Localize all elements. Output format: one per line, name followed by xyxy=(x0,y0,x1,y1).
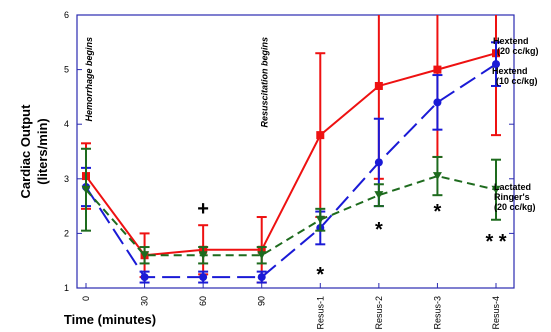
data-point-circle xyxy=(140,273,149,282)
data-point-square xyxy=(374,81,383,90)
data-point-triangle xyxy=(257,251,267,260)
data-point-circle xyxy=(492,60,500,69)
series-label: Lactated Ringer's (20 cc/kg) xyxy=(494,182,536,212)
phase-annotation: Resuscitation begins xyxy=(260,37,270,128)
data-point-triangle xyxy=(491,185,501,194)
y-tick-label: 3 xyxy=(64,174,69,184)
significance-markers: + * * * * * xyxy=(197,198,506,286)
data-point-triangle xyxy=(140,251,150,260)
series-layer xyxy=(81,15,501,284)
data-point-triangle xyxy=(315,215,325,224)
data-point-square xyxy=(433,65,442,74)
series-group xyxy=(81,147,501,265)
data-point-square xyxy=(316,131,325,140)
y-axis-title-line: (liters/min) xyxy=(35,118,50,184)
series-line xyxy=(85,63,497,279)
significance-marker: * * xyxy=(485,231,506,253)
data-point-triangle xyxy=(198,251,208,260)
significance-marker: + xyxy=(197,198,209,220)
y-tick-label: 1 xyxy=(64,283,69,293)
significance-marker: * xyxy=(316,264,324,286)
series-label-line: Hextend xyxy=(492,66,528,76)
y-axis-title: Cardiac Output (liters/min) xyxy=(18,104,50,199)
x-tick-label: Resus-4 xyxy=(491,296,501,330)
y-tick-label: 5 xyxy=(64,65,69,75)
series-label-line: Hextend xyxy=(493,36,529,46)
data-point-triangle xyxy=(81,185,91,194)
series-label-line: (20 cc/kg) xyxy=(497,46,539,56)
x-tick-label: Resus-1 xyxy=(315,296,325,330)
x-tick-label: Resus-3 xyxy=(432,296,442,330)
data-point-triangle xyxy=(432,172,442,181)
plot-frame xyxy=(76,14,515,289)
series-line xyxy=(85,175,497,257)
x-tick-label: 0 xyxy=(81,296,91,301)
significance-marker: * xyxy=(375,219,383,241)
x-axis-title: Time (minutes) xyxy=(64,312,156,327)
series-group xyxy=(81,15,501,284)
data-point-circle xyxy=(433,98,442,107)
series-labels: Hextend (20 cc/kg)Hextend (10 cc/kg)Lactat… xyxy=(492,36,539,212)
y-tick-label: 6 xyxy=(64,10,69,20)
x-tick-label: 60 xyxy=(198,296,208,306)
data-point-triangle xyxy=(374,191,384,200)
phase-annotations: Hemorrhage begins Resuscitation begins xyxy=(84,37,270,128)
y-tick-label: 4 xyxy=(64,119,69,129)
series-label: Hextend (10 cc/kg) xyxy=(492,66,538,86)
data-point-circle xyxy=(199,273,208,282)
significance-marker: * xyxy=(434,201,442,223)
series-label-line: Ringer's xyxy=(494,192,530,202)
y-tick-label: 2 xyxy=(64,228,69,238)
series-line xyxy=(85,52,497,257)
data-point-circle xyxy=(257,273,266,282)
x-tick-label: Resus-2 xyxy=(374,296,384,330)
series-label-line: (10 cc/kg) xyxy=(496,76,538,86)
x-tick-label: 30 xyxy=(140,296,150,306)
x-tick-label: 90 xyxy=(257,296,267,306)
series-label: Hextend (20 cc/kg) xyxy=(493,36,539,56)
series-label-line: Lactated xyxy=(494,182,531,192)
series-label-line: (20 cc/kg) xyxy=(494,202,536,212)
data-point-circle xyxy=(374,158,383,167)
y-axis-title-line: Cardiac Output xyxy=(18,104,33,199)
phase-annotation: Hemorrhage begins xyxy=(84,37,94,122)
